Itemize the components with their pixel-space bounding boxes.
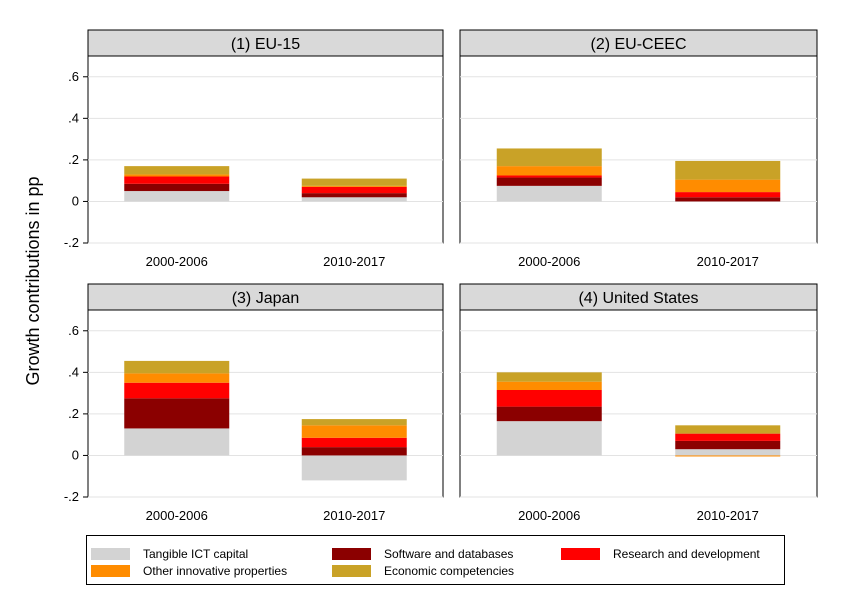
bar-segment-research-and-development: [496, 389, 602, 407]
panel-header: [87, 29, 444, 57]
bar-segment-economic-competencies: [675, 425, 781, 434]
bar-segment-research-and-development: [301, 186, 407, 194]
legend-item: Economic competencies: [332, 564, 514, 578]
panel-title: (4) United States: [578, 290, 698, 307]
legend-item: Research and development: [561, 547, 760, 561]
bar-segment-economic-competencies: [124, 166, 230, 175]
legend-swatch: [91, 565, 130, 577]
x-tick-label: 2010-2017: [697, 508, 759, 523]
panel-2: (2) EU-CEEC 2000-2006 2010-2017: [459, 29, 818, 269]
bar-segment-software-and-databases: [496, 406, 602, 422]
panel-title: (2) EU-CEEC: [590, 36, 686, 53]
panel-1: (1) EU-15 -.2 0 .2 .4 .6 2000-2006 2010-2017: [64, 29, 444, 269]
x-tick-label: 2010-2017: [697, 254, 759, 269]
legend-label: Economic competencies: [384, 564, 515, 578]
y-tick-label: .4: [68, 364, 79, 379]
bar-segment-economic-competencies: [675, 160, 781, 180]
bar-segment-economic-competencies: [124, 360, 230, 374]
y-axis-title: Growth contributions in pp: [23, 176, 43, 385]
bar-segment-other-innovative-properties: [496, 166, 602, 176]
bar-segment-tangible-ict-capital: [301, 197, 407, 202]
x-tick-label: 2000-2006: [518, 254, 580, 269]
bar-segment-economic-competencies: [496, 148, 602, 167]
bar-segment-research-and-development: [301, 437, 407, 448]
bar-segment-software-and-databases: [301, 193, 407, 198]
bar-segment-tangible-ict-capital: [675, 449, 781, 456]
legend-swatch: [332, 565, 371, 577]
y-tick-label: .4: [68, 110, 79, 125]
panel-3: (3) Japan -.2 0 .2 .4 .6 2000-2006 2010-2017: [64, 283, 444, 523]
legend-label: Other innovative properties: [143, 564, 288, 578]
panel-header: [87, 283, 444, 311]
plot-frame: [87, 55, 444, 244]
bar-segment-other-innovative-properties: [124, 373, 230, 383]
bar-segment-software-and-databases: [675, 197, 781, 202]
y-tick-label: 0: [72, 193, 79, 208]
bar-segment-research-and-development: [675, 192, 781, 198]
bar-segment-tangible-ict-capital: [124, 191, 230, 202]
legend-item: Software and databases: [332, 547, 513, 561]
bar-segment-other-innovative-properties: [496, 381, 602, 390]
x-tick-label: 2010-2017: [323, 508, 385, 523]
y-tick-label: -.2: [64, 235, 79, 250]
y-tick-label: .2: [68, 152, 79, 167]
legend: Tangible ICT capital Software and databas…: [86, 535, 785, 585]
x-tick-label: 2000-2006: [146, 254, 208, 269]
y-tick-label: .2: [68, 406, 79, 421]
bar-segment-economic-competencies: [301, 178, 407, 186]
bar-segment-other-innovative-properties: [301, 185, 407, 187]
y-tick-label: .6: [68, 69, 79, 84]
panel-4: (4) United States 2000-2006 2010-2017: [459, 283, 818, 523]
x-tick-label: 2010-2017: [323, 254, 385, 269]
bar-segment-tangible-ict-capital: [496, 185, 602, 202]
bar-segment-tangible-ict-capital: [124, 428, 230, 456]
x-tick-label: 2000-2006: [146, 508, 208, 523]
bar-segment-economic-competencies: [496, 372, 602, 382]
bar-segment-other-innovative-properties: [124, 174, 230, 177]
legend-item: Tangible ICT capital: [91, 547, 248, 561]
legend-label: Tangible ICT capital: [143, 547, 249, 561]
bar-segment-software-and-databases: [301, 447, 407, 456]
bar-segment-tangible-ict-capital: [496, 421, 602, 456]
legend-swatch: [561, 548, 600, 560]
bar-segment-other-innovative-properties: [301, 425, 407, 438]
bar-segment-software-and-databases: [675, 440, 781, 450]
bar-segment-tangible-ict-capital: [301, 455, 407, 481]
panel-header: [459, 283, 818, 311]
legend-swatch: [332, 548, 371, 560]
legend-label: Research and development: [613, 547, 760, 561]
legend-item: Other innovative properties: [91, 564, 287, 578]
bar-segment-software-and-databases: [124, 183, 230, 192]
legend-swatch: [91, 548, 130, 560]
y-tick-label: 0: [72, 447, 79, 462]
y-tick-label: -.2: [64, 489, 79, 504]
panel-title: (1) EU-15: [231, 36, 300, 53]
bar-segment-research-and-development: [124, 382, 230, 399]
bar-segment-software-and-databases: [124, 398, 230, 429]
bar-segment-research-and-development: [124, 176, 230, 184]
bar-segment-research-and-development: [675, 433, 781, 441]
panel-title: (3) Japan: [232, 290, 300, 307]
y-tick-label: .6: [68, 323, 79, 338]
x-tick-label: 2000-2006: [518, 508, 580, 523]
bar-segment-economic-competencies: [301, 419, 407, 426]
bar-segment-research-and-development: [496, 175, 602, 178]
bar-segment-other-innovative-properties: [675, 179, 781, 193]
panel-header: [459, 29, 818, 57]
bar-segment-software-and-databases: [496, 177, 602, 186]
bar-segment-other-innovative-properties: [675, 455, 781, 457]
legend-label: Software and databases: [384, 547, 514, 561]
